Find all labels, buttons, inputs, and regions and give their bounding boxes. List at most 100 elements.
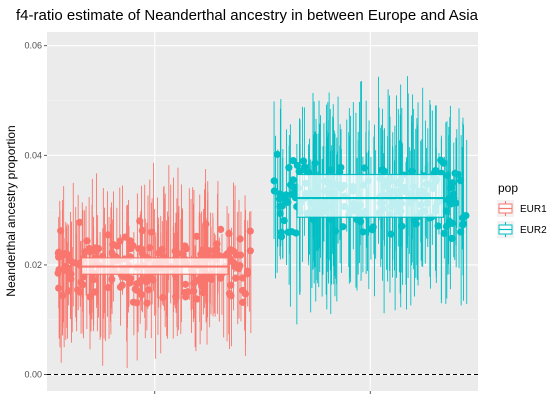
data-point <box>205 247 213 255</box>
data-point <box>230 259 238 267</box>
data-point <box>104 231 112 239</box>
data-point <box>285 164 293 172</box>
data-point <box>149 276 157 284</box>
legend-key-eur1 <box>497 200 514 217</box>
data-point <box>309 216 317 224</box>
data-point <box>289 176 297 184</box>
data-point <box>380 167 388 175</box>
data-point <box>412 220 420 228</box>
data-point <box>369 223 377 231</box>
data-point <box>243 270 251 278</box>
data-point <box>138 226 146 235</box>
data-point <box>232 274 240 282</box>
data-point <box>190 287 198 295</box>
data-point <box>236 261 244 270</box>
data-point <box>431 167 440 175</box>
data-point <box>299 157 308 165</box>
data-point <box>202 220 210 228</box>
data-point <box>64 287 73 295</box>
data-point <box>133 299 141 307</box>
data-point <box>159 293 167 302</box>
data-point <box>239 298 247 306</box>
data-point <box>91 288 99 296</box>
y-axis-label: Neanderthal ancestry proportion <box>4 125 18 296</box>
data-point <box>339 223 347 231</box>
data-point <box>280 216 288 225</box>
data-point <box>76 288 84 296</box>
data-point <box>284 228 292 236</box>
data-point <box>217 225 225 233</box>
data-point <box>116 237 124 245</box>
data-point <box>90 276 98 284</box>
data-point <box>55 284 63 292</box>
data-point <box>327 166 335 174</box>
data-point <box>109 240 117 249</box>
boxes <box>80 173 445 275</box>
data-point <box>277 228 285 236</box>
data-point <box>83 237 91 245</box>
data-point <box>172 292 180 301</box>
data-point <box>273 150 282 159</box>
data-point <box>225 229 233 238</box>
data-point <box>129 242 137 250</box>
data-point <box>270 177 278 185</box>
data-point <box>457 228 465 236</box>
data-point <box>246 227 254 235</box>
data-point <box>462 211 470 220</box>
data-point <box>158 245 166 253</box>
data-point <box>193 232 201 240</box>
data-point <box>179 250 187 258</box>
data-point <box>284 198 292 206</box>
data-point <box>108 249 116 257</box>
data-point <box>331 227 340 235</box>
data-point <box>443 171 452 180</box>
y-tick-label: 0.04 <box>24 150 42 160</box>
legend-title: pop <box>498 181 518 195</box>
data-point <box>192 276 200 285</box>
data-point <box>434 222 442 230</box>
data-point <box>447 184 455 192</box>
data-point <box>184 288 192 296</box>
data-point <box>64 251 72 259</box>
data-point <box>292 229 300 237</box>
data-point <box>126 274 134 282</box>
data-point <box>133 280 141 288</box>
data-point <box>92 247 100 255</box>
box-eur2 <box>296 173 445 218</box>
y-tick-label: 0.06 <box>24 41 42 51</box>
chart-title: f4-ratio estimate of Neanderthal ancestr… <box>16 7 479 24</box>
legend-label-eur1: EUR1 <box>520 204 547 215</box>
data-point <box>289 157 297 165</box>
data-point <box>276 202 284 210</box>
data-point <box>133 286 141 294</box>
data-point <box>171 247 179 255</box>
data-point <box>142 278 150 286</box>
data-point <box>450 190 458 198</box>
data-point <box>81 248 89 256</box>
data-point <box>138 246 146 254</box>
data-point <box>270 187 278 195</box>
y-tick-label: 0.00 <box>24 370 42 380</box>
data-point <box>136 217 144 225</box>
data-point <box>143 299 151 307</box>
data-point <box>181 280 190 288</box>
data-point <box>398 222 406 230</box>
data-point <box>359 228 367 236</box>
data-point <box>54 249 62 257</box>
data-point <box>360 164 369 172</box>
data-point <box>295 167 303 175</box>
data-point <box>193 295 201 303</box>
data-point <box>241 290 250 298</box>
data-point <box>456 177 465 185</box>
data-point <box>448 234 456 243</box>
data-point <box>147 228 156 236</box>
data-point <box>454 170 462 179</box>
data-point <box>459 221 467 229</box>
data-point <box>227 292 235 300</box>
data-point <box>59 291 67 300</box>
data-point <box>293 161 301 170</box>
data-point <box>77 278 85 287</box>
data-point <box>337 163 345 172</box>
